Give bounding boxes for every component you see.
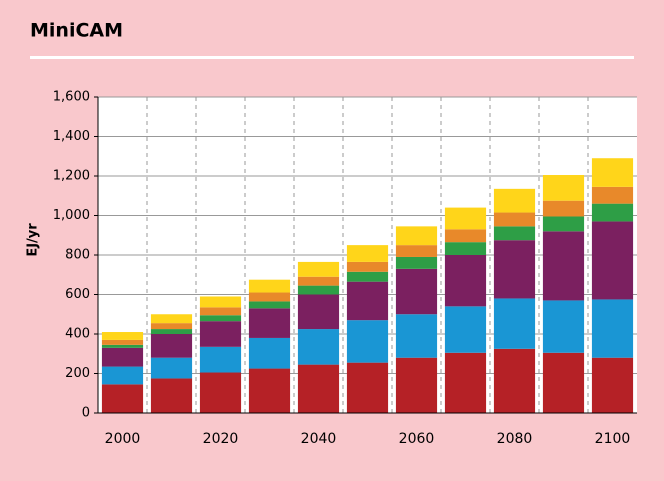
y-tick-label: 1,200 xyxy=(53,169,90,184)
bar-segment xyxy=(346,245,389,262)
y-tick-label: 1,400 xyxy=(53,129,90,144)
x-tick-label: 2020 xyxy=(203,431,239,447)
bar-segment xyxy=(591,357,634,413)
bar-segment xyxy=(444,255,487,307)
bar-segment xyxy=(199,346,242,373)
bar-segment xyxy=(493,226,536,241)
y-tick-label: 600 xyxy=(65,287,90,302)
bar-segment xyxy=(297,261,340,277)
bar-segment xyxy=(346,271,389,282)
bar-segment xyxy=(297,329,340,365)
y-axis-label: EJ/yr xyxy=(26,223,41,257)
bar-segment xyxy=(101,339,144,345)
bar-segment xyxy=(395,226,438,246)
bar-segment xyxy=(395,314,438,358)
bar-segment xyxy=(591,221,634,300)
x-tick-label: 2000 xyxy=(105,431,141,447)
bar-segment xyxy=(199,372,242,413)
bar-segment xyxy=(101,347,144,367)
y-tick-label: 800 xyxy=(65,248,90,263)
bar-segment xyxy=(542,300,585,353)
bar-segment xyxy=(346,261,389,272)
bar-segment xyxy=(101,366,144,385)
bar-segment xyxy=(395,268,438,315)
bar-segment xyxy=(248,368,291,413)
y-tick-label: 0 xyxy=(82,406,90,421)
bar-segment xyxy=(591,186,634,204)
bar-segment xyxy=(591,203,634,222)
bar-segment xyxy=(395,256,438,269)
bar-segment xyxy=(542,231,585,301)
bar-segment xyxy=(493,298,536,349)
bar-segment xyxy=(101,344,144,348)
x-tick-label: 2100 xyxy=(595,431,631,447)
bar-segment xyxy=(346,362,389,413)
bar-segment xyxy=(150,378,193,413)
bar-segment xyxy=(248,301,291,309)
bar-segment xyxy=(542,352,585,413)
bar-segment xyxy=(346,281,389,321)
bar-segment xyxy=(101,332,144,340)
bar-segment xyxy=(444,306,487,353)
bar-segment xyxy=(542,216,585,232)
x-tick-label: 2060 xyxy=(399,431,435,447)
bar-segment xyxy=(444,229,487,243)
bar-segment xyxy=(150,323,193,330)
y-tick-label: 200 xyxy=(65,366,90,381)
bar-segment xyxy=(444,242,487,255)
bar-segment xyxy=(248,337,291,369)
bar-segment xyxy=(199,307,242,316)
bar-segment xyxy=(150,334,193,358)
bar-segment xyxy=(297,294,340,330)
bar-segment xyxy=(493,188,536,213)
bar-segment xyxy=(150,357,193,379)
y-tick-label: 1,000 xyxy=(53,208,90,223)
bar-segment xyxy=(542,175,585,201)
bar-segment xyxy=(542,200,585,217)
x-tick-label: 2080 xyxy=(497,431,533,447)
bar-segment xyxy=(150,314,193,324)
bar-segment xyxy=(297,285,340,295)
bar-segment xyxy=(248,308,291,338)
bar-segment xyxy=(493,212,536,227)
bar-segment xyxy=(199,296,242,308)
bar-segment xyxy=(248,292,291,302)
bar-segment xyxy=(297,276,340,286)
bar-segment xyxy=(444,352,487,413)
bar-segment xyxy=(444,207,487,230)
y-tick-label: 1,600 xyxy=(53,90,90,105)
bar-segment xyxy=(493,240,536,299)
bar-segment xyxy=(346,320,389,363)
bar-segment xyxy=(248,279,291,293)
bar-segment xyxy=(199,315,242,322)
bar-segment xyxy=(395,357,438,413)
y-tick-label: 400 xyxy=(65,327,90,342)
title-rule xyxy=(30,56,634,59)
bar-segment xyxy=(395,245,438,257)
bar-segment xyxy=(591,158,634,187)
x-tick-label: 2040 xyxy=(301,431,337,447)
bar-segment xyxy=(101,384,144,413)
bar-segment xyxy=(150,329,193,334)
bar-segment xyxy=(591,299,634,358)
bar-segment xyxy=(493,348,536,413)
chart-title: MiniCAM xyxy=(30,20,123,42)
bar-segment xyxy=(297,364,340,413)
bar-segment xyxy=(199,321,242,347)
